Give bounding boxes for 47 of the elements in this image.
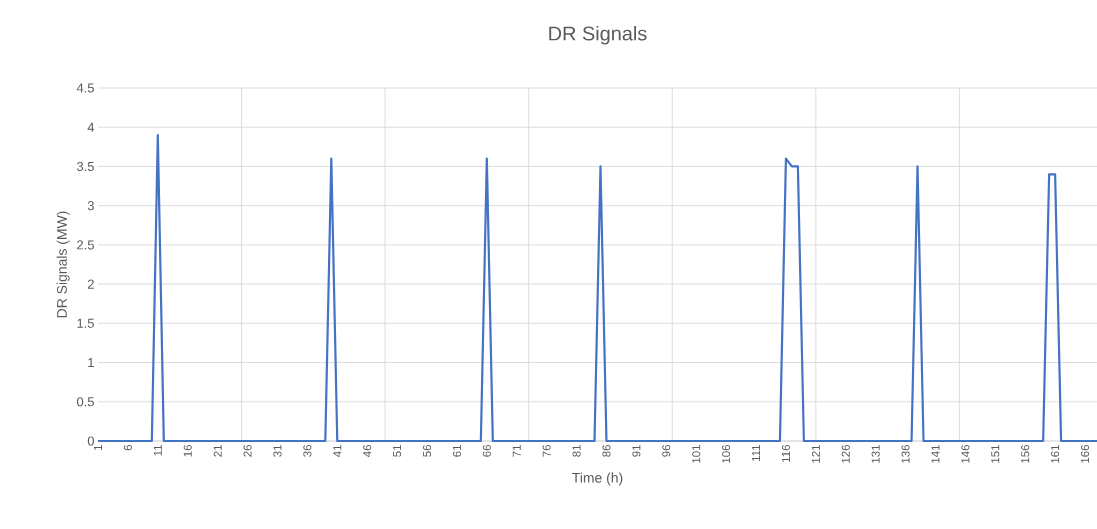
x-tick-label: 56 — [422, 445, 432, 457]
x-tick-label: 91 — [632, 445, 641, 457]
y-tick-label: 3.5 — [76, 161, 94, 172]
x-tick-label: 51 — [393, 445, 402, 457]
x-tick-label: 11 — [153, 445, 162, 456]
x-tick-label: 81 — [572, 445, 581, 457]
x-tick-label: 31 — [273, 445, 282, 457]
x-tick-label: 126 — [841, 445, 850, 463]
x-tick-label: 161 — [1051, 445, 1060, 463]
y-tick-label: 1.5 — [77, 318, 94, 328]
x-tick-label: 21 — [213, 445, 222, 457]
x-tick-label: 101 — [692, 445, 701, 463]
x-tick-label: 86 — [602, 445, 611, 457]
y-tick-label: 0 — [87, 436, 94, 446]
x-tick-label: 166 — [1080, 445, 1090, 463]
y-tick-label: 0.5 — [76, 397, 94, 407]
x-tick-label: 136 — [901, 445, 910, 463]
x-tick-label: 26 — [243, 445, 252, 457]
y-tick-label: 3 — [87, 201, 94, 211]
x-tick-label: 71 — [512, 445, 521, 457]
chart-title: DR Signals — [549, 25, 647, 45]
y-axis-title: DR Signals (MW) — [56, 211, 70, 318]
y-tick-label: 4 — [87, 122, 95, 132]
y-tick-label: 4.5 — [76, 83, 94, 93]
x-tick-label: 156 — [1021, 445, 1030, 463]
x-tick-label: 6 — [123, 445, 132, 451]
x-axis-title: Time (h) — [572, 472, 623, 486]
x-tick-label: 121 — [811, 445, 820, 463]
x-tick-label: 141 — [931, 445, 940, 463]
x-tick-label: 46 — [363, 445, 372, 457]
y-tick-label: 1 — [88, 358, 94, 368]
x-tick-label: 61 — [452, 445, 461, 457]
x-tick-label: 106 — [722, 445, 731, 463]
x-tick-label: 146 — [961, 445, 970, 463]
x-tick-label: 41 — [333, 445, 342, 457]
x-tick-label: 151 — [991, 445, 1000, 463]
x-tick-label: 36 — [303, 445, 312, 457]
x-tick-label: 96 — [662, 445, 671, 457]
y-tick-label: 2 — [87, 279, 94, 289]
x-tick-label: 131 — [871, 445, 880, 463]
y-tick-label: 2.5 — [77, 240, 94, 250]
x-tick-label: 66 — [482, 445, 491, 457]
x-tick-label: 111 — [752, 445, 760, 462]
x-tick-label: 76 — [542, 445, 551, 457]
x-tick-label: 116 — [781, 445, 790, 462]
x-tick-label: 1 — [94, 445, 102, 451]
x-tick-label: 16 — [183, 445, 192, 457]
